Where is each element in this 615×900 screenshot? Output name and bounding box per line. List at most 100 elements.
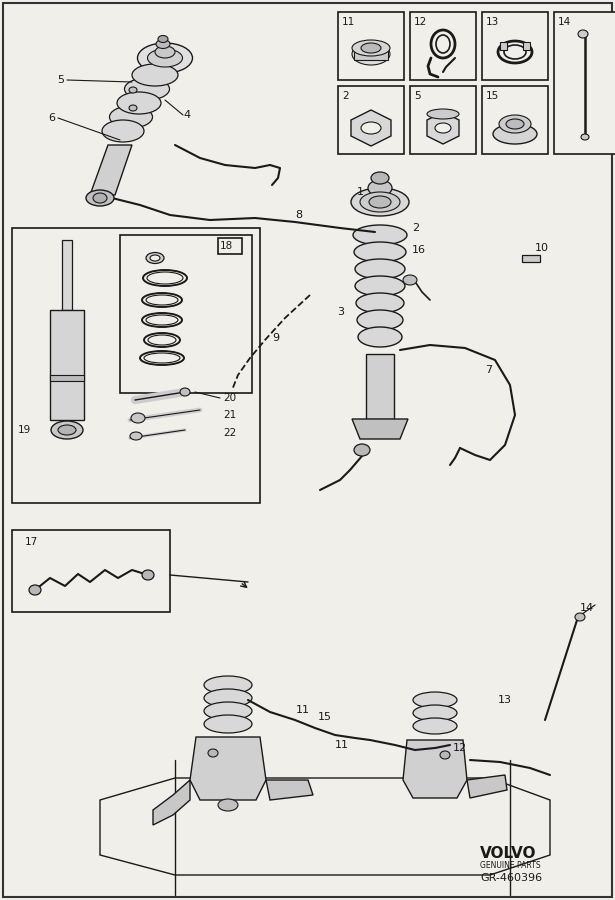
Ellipse shape [413,692,457,708]
Text: 15: 15 [318,712,332,722]
Ellipse shape [109,106,153,128]
Bar [120,235,252,393]
Ellipse shape [129,87,137,93]
Ellipse shape [132,64,178,86]
Text: 22: 22 [223,428,236,438]
Text: 2: 2 [342,91,349,101]
Text: 7: 7 [485,365,492,375]
Text: GR-460396: GR-460396 [480,873,542,883]
Ellipse shape [29,585,41,595]
Ellipse shape [354,444,370,456]
Ellipse shape [369,196,391,208]
Ellipse shape [504,45,526,59]
Ellipse shape [578,30,588,38]
Ellipse shape [150,255,160,261]
Text: 11: 11 [342,17,355,27]
Polygon shape [190,737,266,800]
Ellipse shape [148,49,183,67]
Polygon shape [90,145,132,195]
Ellipse shape [403,275,417,285]
Text: 2: 2 [412,223,419,233]
Text: 1: 1 [357,187,364,197]
Text: 14: 14 [580,603,594,613]
Text: 21: 21 [223,410,236,420]
Polygon shape [467,775,507,798]
Text: 13: 13 [486,17,499,27]
Bar [366,354,394,419]
Text: 9: 9 [272,333,279,343]
Ellipse shape [355,259,405,279]
Polygon shape [522,255,540,262]
Ellipse shape [436,35,450,53]
Ellipse shape [117,92,161,114]
Text: 19: 19 [18,425,31,435]
Text: 11: 11 [296,705,310,715]
Ellipse shape [130,432,142,440]
Ellipse shape [575,613,585,621]
Bar [482,12,548,80]
Ellipse shape [146,315,178,325]
Ellipse shape [208,749,218,757]
Polygon shape [266,780,313,800]
Ellipse shape [581,134,589,140]
Text: 8: 8 [295,210,302,220]
Ellipse shape [146,295,178,305]
Ellipse shape [361,43,381,53]
Polygon shape [55,760,575,895]
Text: 20: 20 [223,393,236,403]
Polygon shape [351,110,391,146]
Ellipse shape [148,335,176,345]
Ellipse shape [352,40,390,56]
Text: 5: 5 [57,75,64,85]
Ellipse shape [355,276,405,296]
Text: 4: 4 [183,110,190,120]
Ellipse shape [158,35,168,42]
Text: GENUINE PARTS: GENUINE PARTS [480,861,541,870]
Ellipse shape [493,124,537,144]
Polygon shape [500,42,507,50]
Polygon shape [354,48,388,60]
Text: 17: 17 [25,537,38,547]
Ellipse shape [155,46,175,58]
Ellipse shape [354,242,406,262]
Polygon shape [100,778,550,875]
Text: 15: 15 [486,91,499,101]
Bar [62,240,72,310]
Text: 13: 13 [498,695,512,705]
Text: 5: 5 [414,91,421,101]
Ellipse shape [352,43,390,65]
Text: 18: 18 [220,241,233,251]
Text: 6: 6 [48,113,55,123]
Ellipse shape [358,327,402,347]
Polygon shape [153,780,190,825]
Bar [410,86,476,154]
Polygon shape [352,419,408,439]
Bar [482,86,548,154]
Ellipse shape [440,751,450,759]
Polygon shape [427,112,459,144]
Ellipse shape [427,109,459,119]
Text: 3: 3 [337,307,344,317]
Bar [410,12,476,80]
Bar [50,375,84,381]
Text: 16: 16 [412,245,426,255]
Ellipse shape [204,715,252,733]
Ellipse shape [129,105,137,111]
Ellipse shape [146,253,164,264]
Ellipse shape [204,676,252,694]
Ellipse shape [506,119,524,129]
Ellipse shape [368,180,392,196]
Text: 12: 12 [414,17,427,27]
Ellipse shape [144,353,180,363]
Bar [12,530,170,612]
Ellipse shape [138,43,192,73]
Ellipse shape [413,705,457,721]
Text: 10: 10 [535,243,549,253]
Ellipse shape [86,190,114,206]
Ellipse shape [413,718,457,734]
Text: VOLVO: VOLVO [480,847,536,861]
Ellipse shape [357,310,403,330]
Bar [338,86,404,154]
Ellipse shape [361,122,381,134]
Ellipse shape [353,225,407,245]
